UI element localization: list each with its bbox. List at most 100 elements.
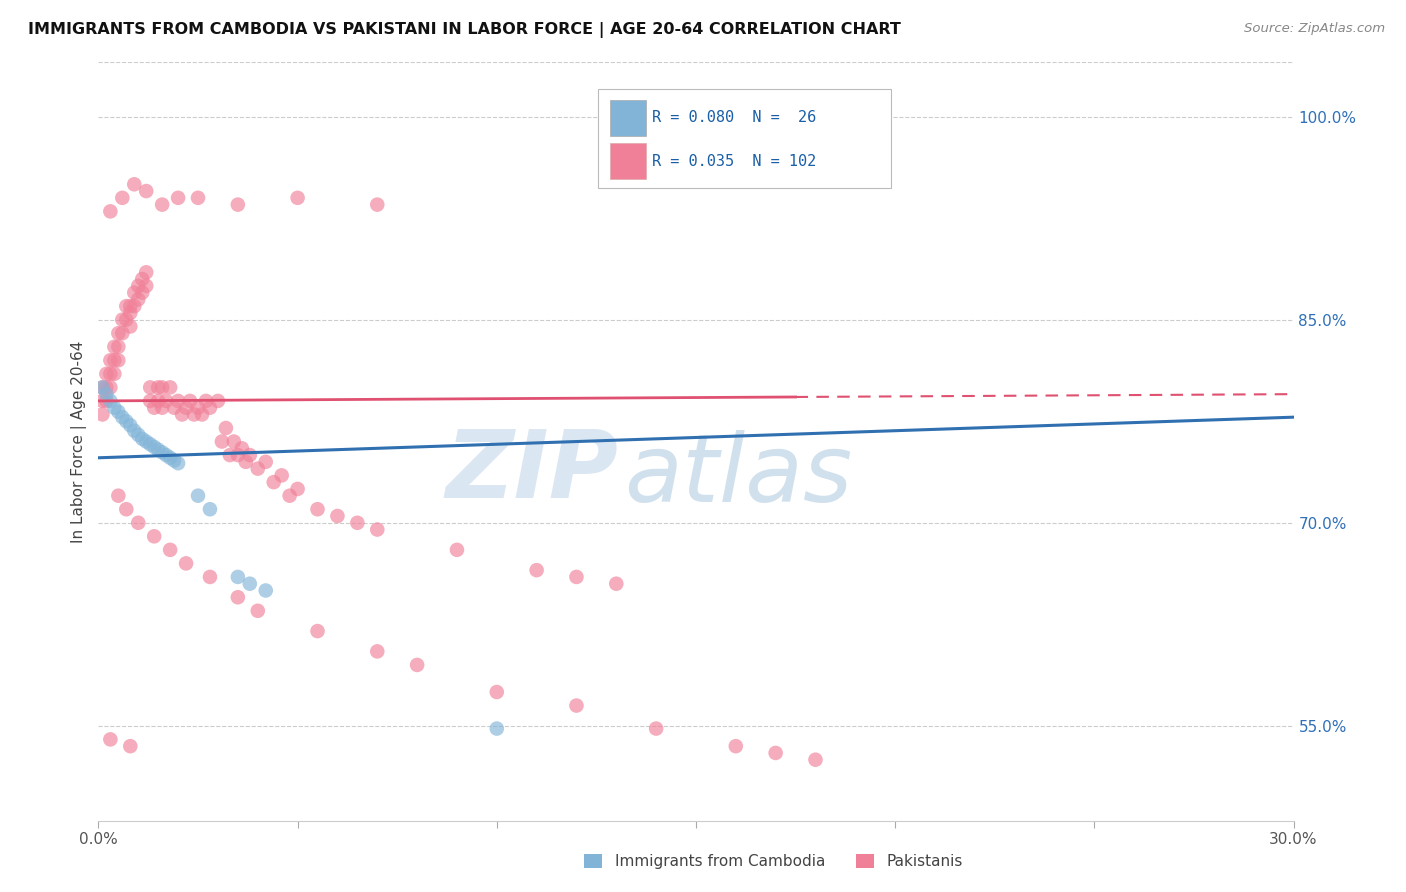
Point [127, 278, 149, 293]
Point [159, 380, 181, 394]
Point [246, 604, 269, 618]
Point [98, 732, 122, 747]
Point [446, 542, 468, 557]
Point [135, 434, 157, 449]
Point [207, 393, 229, 408]
Point [120, 418, 142, 433]
Point [127, 427, 149, 442]
Point [211, 434, 233, 449]
Point [135, 278, 157, 293]
Point [115, 299, 138, 313]
Point [287, 191, 309, 205]
Point [287, 482, 309, 496]
Point [222, 434, 245, 449]
Point [565, 698, 588, 713]
FancyBboxPatch shape [598, 89, 891, 187]
Point [724, 739, 747, 754]
Point [215, 421, 238, 435]
Point [103, 401, 125, 415]
Point [307, 624, 329, 639]
Point [485, 722, 508, 736]
Point [143, 529, 166, 543]
Legend: Immigrants from Cambodia, Pakistanis: Immigrants from Cambodia, Pakistanis [578, 848, 969, 875]
Point [98, 367, 122, 381]
Point [326, 508, 349, 523]
Point [91, 380, 114, 394]
Point [150, 197, 173, 211]
Point [191, 408, 214, 422]
Text: IMMIGRANTS FROM CAMBODIA VS PAKISTANI IN LABOR FORCE | AGE 20-64 CORRELATION CHA: IMMIGRANTS FROM CAMBODIA VS PAKISTANI IN… [28, 22, 901, 38]
Point [107, 326, 129, 341]
Point [103, 340, 125, 354]
Point [131, 272, 153, 286]
Point [103, 353, 125, 368]
Point [804, 753, 827, 767]
Point [143, 440, 166, 454]
Text: R = 0.035  N = 102: R = 0.035 N = 102 [652, 153, 815, 169]
Point [107, 489, 129, 503]
Point [107, 353, 129, 368]
Point [120, 739, 142, 754]
Point [143, 401, 166, 415]
Point [150, 445, 173, 459]
Point [254, 583, 277, 598]
Point [159, 450, 181, 465]
Point [96, 387, 118, 401]
Point [167, 393, 190, 408]
Point [239, 576, 262, 591]
Point [187, 489, 209, 503]
Point [120, 319, 142, 334]
Point [198, 502, 221, 516]
Point [174, 557, 197, 571]
Point [111, 191, 134, 205]
Point [155, 393, 177, 408]
Point [270, 468, 292, 483]
Point [159, 542, 181, 557]
Point [91, 393, 114, 408]
Point [115, 502, 138, 516]
Point [174, 401, 197, 415]
Point [226, 570, 249, 584]
FancyBboxPatch shape [610, 143, 645, 179]
Point [179, 393, 201, 408]
Point [124, 424, 146, 438]
Point [150, 401, 173, 415]
Point [246, 461, 269, 475]
Point [98, 204, 122, 219]
Point [115, 414, 138, 428]
Point [124, 299, 146, 313]
Point [148, 380, 170, 394]
Point [96, 380, 118, 394]
Point [485, 685, 508, 699]
Point [406, 657, 429, 672]
Point [127, 293, 149, 307]
Y-axis label: In Labor Force | Age 20-64: In Labor Force | Age 20-64 [72, 341, 87, 542]
Point [107, 340, 129, 354]
Point [263, 475, 285, 490]
Point [98, 380, 122, 394]
Point [111, 312, 134, 326]
Point [127, 516, 149, 530]
Point [98, 393, 122, 408]
FancyBboxPatch shape [610, 100, 645, 136]
Point [148, 442, 170, 457]
Point [111, 410, 134, 425]
Point [605, 576, 627, 591]
Point [139, 380, 162, 394]
Point [366, 197, 388, 211]
Point [150, 380, 173, 394]
Point [645, 722, 668, 736]
Point [96, 367, 118, 381]
Text: ZIP: ZIP [446, 425, 619, 518]
Point [163, 453, 186, 467]
Point [187, 401, 209, 415]
Point [565, 570, 588, 584]
Point [91, 408, 114, 422]
Point [254, 455, 277, 469]
Point [172, 408, 194, 422]
Point [115, 312, 138, 326]
Point [167, 456, 190, 470]
Point [111, 326, 134, 341]
Point [135, 265, 157, 279]
Point [91, 380, 114, 394]
